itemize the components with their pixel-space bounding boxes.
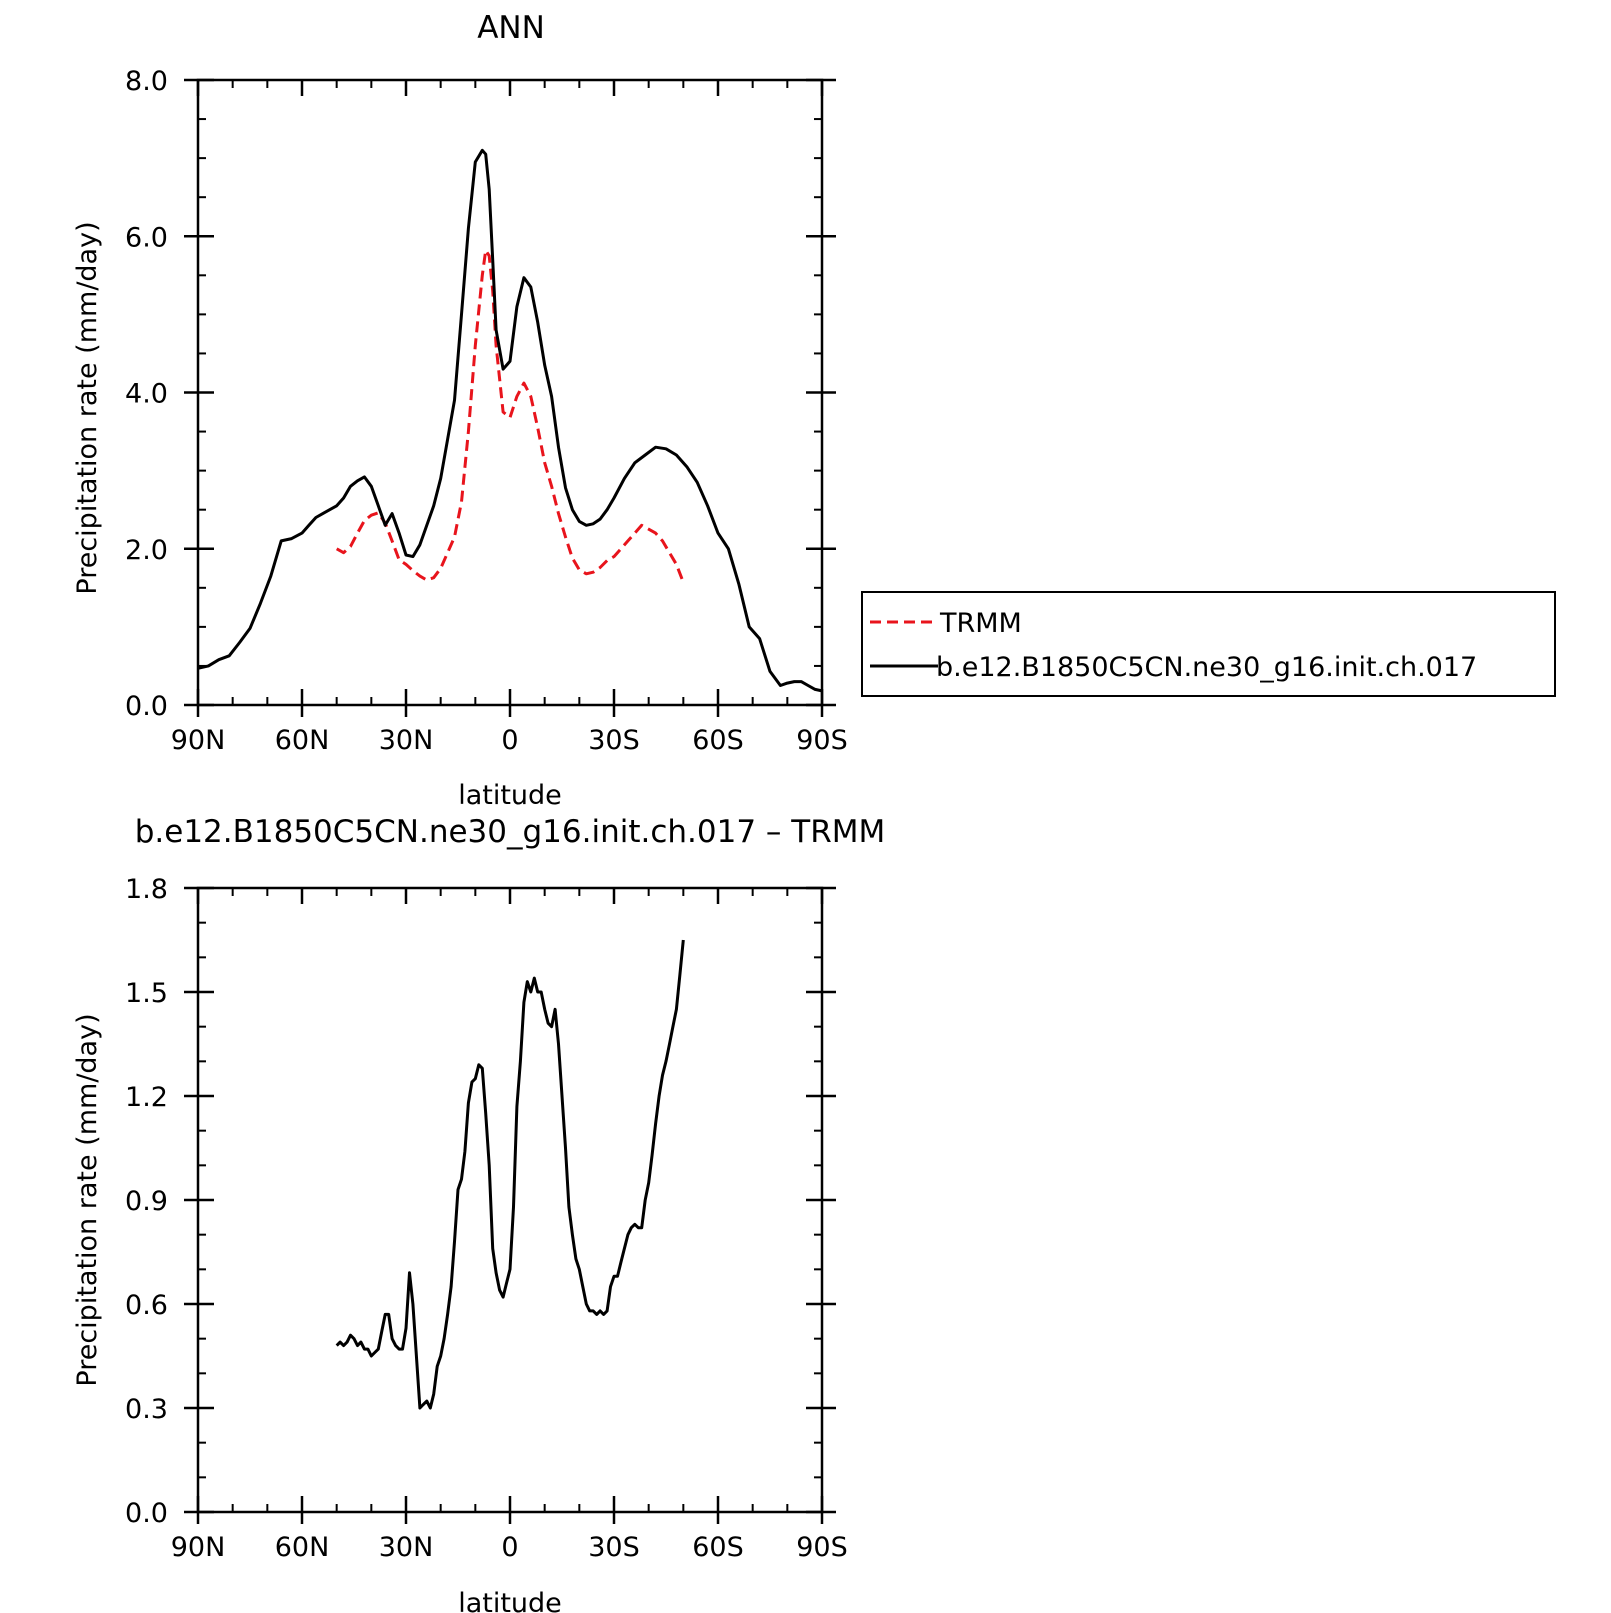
x-tick-label: 30S bbox=[588, 1532, 640, 1563]
x-tick-label: 90S bbox=[796, 725, 848, 756]
annual-mean-panel: ANN 0.02.04.06.08.0 90N 60N 30N 0 30S 60S 90S … bbox=[72, 10, 1556, 811]
axis-ticks bbox=[184, 886, 836, 1524]
x-tick-label: 60S bbox=[692, 725, 744, 756]
legend-label-trmm: TRMM bbox=[939, 608, 1022, 639]
x-tick-labels: 90N 60N 30N 0 30S 60S 90S bbox=[171, 1532, 848, 1563]
y-tick-label: 1.2 bbox=[125, 1082, 168, 1113]
y-tick-label: 4.0 bbox=[125, 379, 168, 410]
panel-title: ANN bbox=[477, 10, 545, 46]
y-tick-label: 1.8 bbox=[125, 874, 168, 905]
x-tick-label: 30S bbox=[588, 725, 640, 756]
x-tick-label: 90N bbox=[171, 1532, 226, 1563]
x-tick-label: 60N bbox=[275, 1532, 330, 1563]
plot-frame bbox=[196, 78, 824, 707]
series-line-difference bbox=[335, 939, 685, 1410]
y-tick-labels: 0.0 0.3 0.6 0.9 1.2 1.5 1.8 bbox=[125, 874, 168, 1529]
x-tick-label: 90N bbox=[171, 725, 226, 756]
y-tick-label: 0.0 bbox=[125, 691, 168, 722]
plot-frame bbox=[196, 886, 824, 1514]
y-tick-label: 0.0 bbox=[125, 1498, 168, 1529]
series-line-trmm bbox=[335, 248, 685, 583]
y-tick-label: 6.0 bbox=[125, 222, 168, 253]
x-axis-title: latitude bbox=[458, 1588, 562, 1613]
legend-label-model: b.e12.B1850C5CN.ne30_g16.init.ch.017 bbox=[936, 652, 1477, 683]
legend: TRMM b.e12.B1850C5CN.ne30_g16.init.ch.01… bbox=[861, 591, 1556, 697]
y-tick-label: 0.9 bbox=[125, 1186, 168, 1217]
y-tick-label: 8.0 bbox=[125, 66, 168, 97]
y-axis-title: Precipitation rate (mm/day) bbox=[72, 1013, 103, 1386]
y-tick-label: 2.0 bbox=[125, 535, 168, 566]
x-axis-title: latitude bbox=[458, 780, 562, 811]
y-tick-label: 0.6 bbox=[125, 1290, 168, 1321]
y-tick-label: 1.5 bbox=[125, 978, 168, 1009]
legend-box bbox=[861, 591, 1556, 697]
x-tick-label: 90S bbox=[796, 1532, 848, 1563]
difference-panel: b.e12.B1850C5CN.ne30_g16.init.ch.017 – T… bbox=[72, 814, 885, 1613]
series-lines bbox=[335, 939, 685, 1410]
x-tick-label: 0 bbox=[501, 725, 518, 756]
series-line-model bbox=[197, 148, 823, 693]
y-tick-labels: 0.0 2.0 4.0 6.0 8.0 bbox=[125, 66, 168, 722]
y-axis-title: Precipitation rate (mm/day) bbox=[72, 221, 103, 594]
x-tick-label: 60N bbox=[275, 725, 330, 756]
x-tick-label: 60S bbox=[692, 1532, 744, 1563]
panel-title: b.e12.B1850C5CN.ne30_g16.init.ch.017 – T… bbox=[135, 814, 886, 850]
x-tick-labels: 90N 60N 30N 0 30S 60S 90S bbox=[171, 725, 848, 756]
axis-ticks bbox=[184, 78, 836, 717]
y-tick-label: 0.3 bbox=[125, 1394, 168, 1425]
x-tick-label: 30N bbox=[379, 1532, 434, 1563]
series-lines bbox=[197, 148, 823, 693]
x-tick-label: 30N bbox=[379, 725, 434, 756]
x-tick-label: 0 bbox=[501, 1532, 518, 1563]
